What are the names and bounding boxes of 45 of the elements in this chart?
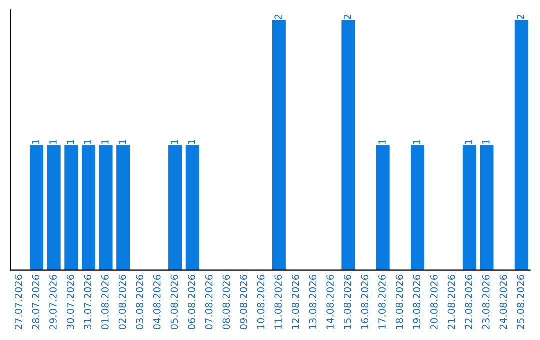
x-tick-label: 22.08.2026 bbox=[465, 275, 472, 330]
data-label: 1 bbox=[102, 140, 109, 144]
data-label: 2 bbox=[274, 14, 282, 20]
data-label: 1 bbox=[32, 140, 40, 144]
data-label: 1 bbox=[50, 140, 57, 144]
x-tick-label: 27.07.2026 bbox=[14, 275, 22, 330]
data-label: 1 bbox=[482, 140, 490, 144]
x-tick-label: 07.08.2026 bbox=[205, 275, 213, 330]
x-tick-label: 24.08.2026 bbox=[500, 275, 508, 330]
data-label: 2 bbox=[344, 14, 352, 20]
x-tick-label: 05.08.2026 bbox=[170, 275, 178, 330]
data-label: 1 bbox=[465, 140, 472, 144]
x-tick-label: 17.08.2026 bbox=[378, 275, 386, 330]
x-tick-label: 15.08.2026 bbox=[344, 275, 352, 330]
x-tick-label: 29.07.2026 bbox=[50, 275, 57, 330]
data-label: 1 bbox=[413, 140, 420, 144]
x-tick-label: 16.08.2026 bbox=[361, 275, 369, 330]
x-tick-label: 31.07.2026 bbox=[84, 275, 92, 330]
x-tick-label: 01.08.2026 bbox=[102, 275, 109, 330]
x-tick-label: 20.08.2026 bbox=[430, 275, 438, 330]
x-tick-label: 30.07.2026 bbox=[66, 275, 74, 330]
x-tick-label: 09.08.2026 bbox=[240, 275, 248, 330]
data-label: 1 bbox=[378, 140, 386, 144]
x-tick-label: 04.08.2026 bbox=[153, 275, 161, 330]
x-tick-label: 14.08.2026 bbox=[326, 275, 334, 330]
x-tick-label: 10.08.2026 bbox=[257, 275, 265, 330]
x-tick-label: 12.08.2026 bbox=[292, 275, 300, 330]
data-label: 1 bbox=[84, 140, 92, 144]
x-tick-label: 19.08.2026 bbox=[413, 275, 421, 330]
data-label: 1 bbox=[118, 140, 126, 144]
x-tick-label: 25.08.2026 bbox=[517, 275, 524, 330]
data-label: 1 bbox=[67, 140, 74, 144]
x-tick-label: 21.08.2026 bbox=[448, 275, 456, 330]
x-tick-label: 02.08.2026 bbox=[118, 275, 126, 330]
x-tick-label: 11.08.2026 bbox=[274, 275, 282, 330]
data-label: 1 bbox=[170, 140, 178, 144]
x-tick-label: 06.08.2026 bbox=[188, 275, 196, 330]
x-tick-label: 28.07.2026 bbox=[32, 275, 40, 330]
data-label: 1 bbox=[188, 140, 196, 144]
x-tick-label: 08.08.2026 bbox=[222, 275, 230, 330]
x-tick-label: 18.08.2026 bbox=[396, 275, 404, 330]
data-label: 2 bbox=[517, 14, 524, 20]
x-tick-label: 23.08.2026 bbox=[482, 275, 490, 330]
x-tick-label: 03.08.2026 bbox=[136, 275, 144, 330]
x-tick-label: 13.08.2026 bbox=[309, 275, 317, 330]
